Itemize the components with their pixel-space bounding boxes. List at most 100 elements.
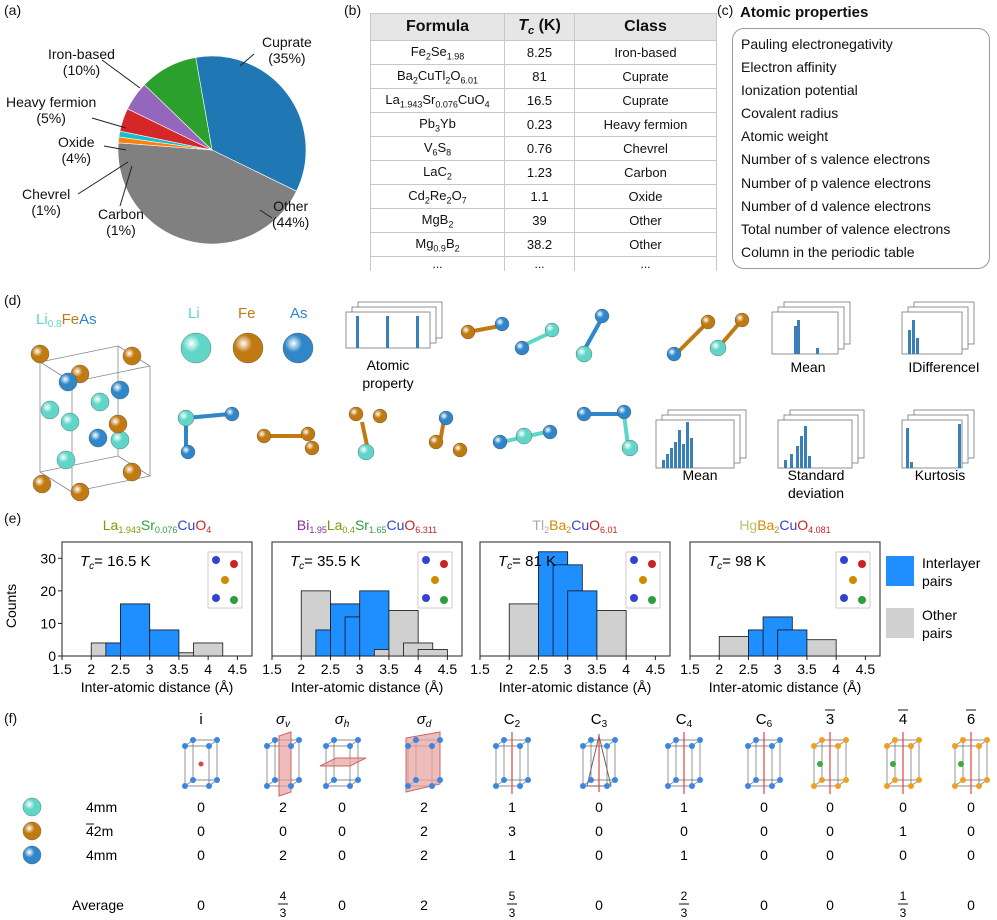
- inset-atom: [648, 560, 656, 568]
- atom-as: [492, 434, 508, 450]
- tc-cell: 1.1: [504, 184, 575, 209]
- count-cell: 3: [508, 823, 516, 839]
- inset-atom: [858, 560, 866, 568]
- unit-cell-edge: [39, 471, 73, 493]
- y-tick-label: 0: [48, 648, 56, 664]
- pie-label-oxide: Oxide (4%): [58, 134, 95, 166]
- tc-value: Tc= 98 K: [708, 553, 766, 572]
- icon-atom: [984, 737, 990, 743]
- icon-atom: [612, 777, 618, 783]
- icon-atom: [323, 743, 329, 749]
- average-value: 0: [197, 897, 205, 913]
- atomic-property-item: Total number of valence electrons: [741, 220, 951, 237]
- average-label: Average: [72, 897, 124, 913]
- pie-leader-line: [239, 53, 255, 67]
- count-cell: 1: [508, 847, 516, 863]
- kurtosis-card: [901, 419, 963, 469]
- symmetry-icon-1: [264, 731, 302, 797]
- mean-bar-2: [662, 460, 665, 468]
- pie-label-chevrel: Chevrel (1%): [22, 186, 71, 218]
- table-row: Fe2Se1.98 8.25 Iron-based: [370, 40, 717, 65]
- count-cell: 0: [760, 847, 768, 863]
- mean-bar: [816, 348, 819, 354]
- tc-cell: 38.2: [504, 232, 575, 257]
- count-cell: 1: [680, 847, 688, 863]
- symmetry-op-10: 6: [967, 711, 975, 728]
- atom-as: [666, 346, 682, 362]
- icon-atom: [689, 743, 695, 749]
- distance-histograms: Counts 0 10 20 30 1.5 2 2.5 3 3.5 4 4.5 Inter-atomic…: [3, 517, 981, 695]
- tc-cell: 0.76: [504, 136, 575, 161]
- x-tick-label: 1.5: [470, 661, 490, 677]
- atom-fe: [70, 482, 90, 502]
- symmetry-icon-6: [665, 732, 703, 794]
- atom-as: [576, 406, 592, 422]
- icon-atom: [843, 737, 849, 743]
- legend-fe-atom: [232, 332, 264, 364]
- interlayer-bar: [149, 629, 180, 657]
- panel-label-b: (b): [344, 2, 362, 18]
- count-cell: 0: [967, 847, 975, 863]
- count-cell: 0: [197, 799, 205, 815]
- icon-atom: [817, 761, 823, 767]
- std-bar: [808, 456, 811, 468]
- pie-leader-line: [119, 165, 133, 207]
- icon-atom: [347, 743, 353, 749]
- atom-fe: [428, 434, 444, 450]
- icon-atom: [413, 737, 419, 743]
- icon-atom: [745, 743, 751, 749]
- x-tick-label: 3.5: [379, 661, 399, 677]
- inset-atom: [422, 556, 430, 564]
- count-cell: 0: [826, 823, 834, 839]
- tc-cell: 39: [504, 208, 575, 233]
- interlayer-bar: [120, 603, 151, 657]
- symmetry-op-1: σv: [276, 711, 291, 730]
- symmetry-icon-4: [493, 732, 531, 794]
- icon-atom: [777, 777, 783, 783]
- x-tick-label: 3: [356, 661, 364, 677]
- icon-atom: [916, 737, 922, 743]
- legend-other-swatch: [886, 608, 914, 638]
- average-numerator: 2: [681, 889, 688, 903]
- other-bar: [806, 639, 837, 657]
- pie-slice-iron-based: [143, 57, 213, 151]
- symmetry-op-0: i: [199, 711, 202, 728]
- icon-atom: [405, 743, 411, 749]
- symmetry-op-7: C6: [756, 711, 773, 730]
- symmetry-op-8: 3: [826, 711, 834, 728]
- icon-atom: [206, 743, 212, 749]
- atom-fe: [256, 428, 272, 444]
- icon-atom: [190, 737, 196, 743]
- std-bar: [804, 426, 807, 468]
- inset-atom: [440, 596, 448, 604]
- atomic-property-item: Covalent radius: [741, 105, 839, 122]
- legend-other-label: Other: [922, 607, 957, 623]
- legend-li-atom: [180, 332, 212, 364]
- icon-atom: [835, 743, 841, 749]
- icon-atom: [206, 783, 212, 789]
- average-value: 0: [760, 897, 768, 913]
- icon-atom: [819, 737, 825, 743]
- kurt-bar: [906, 428, 909, 468]
- icon-atom: [190, 777, 196, 783]
- col-formula: Formula: [370, 13, 505, 41]
- count-cell: 0: [899, 847, 907, 863]
- symmetry-icon-9: [884, 732, 922, 794]
- histogram-panel-1: 1.5 2 2.5 3 3.5 4 4.5 Inter-atomic distance (Å)…: [52, 517, 253, 695]
- pie-chart: [77, 53, 307, 245]
- icon-atom: [296, 737, 302, 743]
- atom-li: [544, 322, 560, 338]
- inset-atom: [840, 556, 848, 564]
- icon-atom: [892, 777, 898, 783]
- atomic-properties-title: Atomic properties: [740, 4, 869, 21]
- inset-atom: [440, 560, 448, 568]
- count-cell: 0: [760, 799, 768, 815]
- pie-leader-line: [101, 59, 141, 89]
- compound-title: Bi1.95La0.4Sr1.65CuO6.311: [297, 517, 437, 535]
- icon-atom: [884, 783, 890, 789]
- table-row: Pb3Yb 0.23 Heavy fermion: [370, 112, 717, 137]
- atom-as: [542, 424, 558, 440]
- class-cell: Other: [574, 232, 717, 257]
- pie-label-other: Other (44%): [272, 198, 310, 230]
- atom-li: [110, 430, 130, 450]
